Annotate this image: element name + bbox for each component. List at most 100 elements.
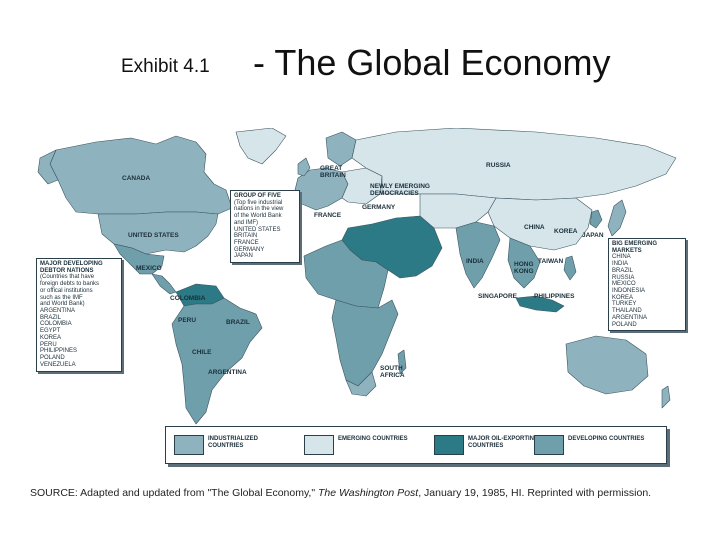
label-newly-emerging: NEWLY EMERGING DEMOCRACIES xyxy=(370,183,430,197)
region-korea xyxy=(589,209,603,229)
region-madagascar xyxy=(397,349,407,375)
region-central-asia xyxy=(419,193,497,229)
map-legend: INDUSTRIALIZED COUNTRIES EMERGING COUNTR… xyxy=(165,426,667,464)
legend-swatch xyxy=(174,435,204,455)
debtor-nations-subtext: and World Bank) xyxy=(40,301,85,308)
emerging-markets-item: POLAND xyxy=(612,321,637,328)
label-france: FRANCE xyxy=(314,212,342,219)
emerging-markets-box: BIG EMERGING MARKETS CHINA INDIA BRAZIL … xyxy=(608,238,686,332)
emerging-markets-item: THAILAND xyxy=(612,308,642,315)
region-southeast-asia xyxy=(507,237,541,289)
label-south-africa: SOUTH AFRICA xyxy=(380,365,405,379)
emerging-markets-item: TURKEY xyxy=(612,301,637,308)
label-argentina: ARGENTINA xyxy=(208,369,247,376)
world-map-shapes xyxy=(37,128,677,425)
debtor-nations-item: BRAZIL xyxy=(40,314,62,321)
label-hong-kong: HONG KONG xyxy=(514,261,534,275)
label-united-states: UNITED STATES xyxy=(128,232,179,239)
region-south-america xyxy=(171,297,263,425)
group-of-five-heading: GROUP OF FIVE xyxy=(234,193,281,199)
region-india xyxy=(455,221,501,289)
region-australia xyxy=(565,335,649,395)
legend-swatch xyxy=(534,435,564,455)
label-chile: CHILE xyxy=(192,349,212,356)
region-philippines xyxy=(563,255,577,281)
region-africa-south xyxy=(331,299,399,387)
emerging-markets-item: INDIA xyxy=(612,261,629,268)
legend-label: DEVELOPING COUNTRIES xyxy=(568,436,645,442)
source-suffix: , January 19, 1985, HI. Reprinted with p… xyxy=(418,487,652,499)
legend-item-oil-exporting: MAJOR OIL-EXPORTING COUNTRIES xyxy=(434,433,559,457)
debtor-nations-subtext: such as the IMF xyxy=(40,294,83,301)
emerging-markets-item: RUSSIA xyxy=(612,274,635,281)
label-japan: JAPAN xyxy=(582,232,604,239)
region-greenland xyxy=(235,128,287,165)
debtor-nations-item: COLOMBIA xyxy=(40,321,72,328)
region-alaska xyxy=(37,149,59,185)
emerging-markets-item: INDONESIA xyxy=(612,288,646,295)
debtor-nations-item: KOREA xyxy=(40,334,62,341)
label-peru: PERU xyxy=(178,317,197,324)
source-caption: SOURCE: Adapted and updated from "The Gl… xyxy=(30,487,651,499)
region-japan xyxy=(607,199,627,237)
emerging-markets-item: BRAZIL xyxy=(612,267,634,274)
region-great-britain xyxy=(297,157,311,177)
legend-item-industrialized: INDUSTRIALIZED COUNTRIES xyxy=(174,433,299,457)
region-central-america xyxy=(151,273,177,295)
group-of-five-subtext: and IMF) xyxy=(234,219,259,226)
label-russia: RUSSIA xyxy=(486,162,511,169)
label-india: INDIA xyxy=(466,258,484,265)
page-title: Exhibit 4.1 - The Global Economy xyxy=(0,40,720,90)
source-publication: The Washington Post xyxy=(318,487,419,499)
legend-label: INDUSTRIALIZED xyxy=(208,436,258,442)
source-prefix: SOURCE: Adapted and updated from "The Gl… xyxy=(30,487,318,499)
region-new-zealand xyxy=(661,385,671,409)
emerging-markets-item: KOREA xyxy=(612,294,634,301)
world-map: CANADA UNITED STATES MEXICO COLOMBIA PER… xyxy=(36,128,690,430)
label-philippines: PHILIPPINES xyxy=(534,293,575,300)
group-of-five-item: GERMANY xyxy=(234,246,265,253)
exhibit-label: Exhibit 4.1 xyxy=(121,56,210,77)
group-of-five-item: UNITED STATES xyxy=(234,226,281,233)
group-of-five-subtext: (Top five industrial xyxy=(234,199,283,206)
legend-item-developing: DEVELOPING COUNTRIES xyxy=(534,433,664,457)
emerging-markets-heading: MARKETS xyxy=(612,247,642,254)
group-of-five-item: BRITAIN xyxy=(234,233,258,240)
region-africa-north xyxy=(303,239,389,309)
label-colombia: COLOMBIA xyxy=(170,295,206,302)
region-mexico xyxy=(113,243,165,275)
legend-swatch xyxy=(434,435,464,455)
legend-label: EMERGING COUNTRIES xyxy=(338,436,408,442)
debtor-nations-subtext: (Countries that have xyxy=(40,274,95,281)
region-scandinavia xyxy=(325,131,357,167)
debtor-nations-subtext: foreign debts to banks xyxy=(40,281,100,288)
label-great-britain: GREAT BRITAIN xyxy=(320,165,346,179)
debtor-nations-item: VENEZUELA xyxy=(40,361,76,368)
label-canada: CANADA xyxy=(122,175,151,182)
emerging-markets-item: CHINA xyxy=(612,254,631,261)
debtor-nations-item: PERU xyxy=(40,341,57,348)
label-china: CHINA xyxy=(524,224,545,231)
legend-label: MAJOR OIL-EXPORTING xyxy=(468,436,539,442)
legend-swatch xyxy=(304,435,334,455)
legend-label: COUNTRIES xyxy=(208,443,244,450)
label-germany: GERMANY xyxy=(362,204,396,211)
debtor-nations-item: PHILIPPINES xyxy=(40,348,78,355)
debtor-nations-item: EGYPT xyxy=(40,328,61,335)
debtor-nations-heading: MAJOR DEVELOPING xyxy=(40,261,103,267)
emerging-markets-heading: BIG EMERGING xyxy=(612,241,658,247)
emerging-markets-item: ARGENTINA xyxy=(612,314,648,321)
region-indonesia xyxy=(515,295,565,313)
group-of-five-item: JAPAN xyxy=(234,253,253,260)
debtor-nations-box: MAJOR DEVELOPING DEBTOR NATIONS (Countri… xyxy=(36,258,122,372)
group-of-five-subtext: of the World Bank xyxy=(234,213,282,220)
label-korea: KOREA xyxy=(554,228,578,235)
debtor-nations-item: ARGENTINA xyxy=(40,308,76,315)
group-of-five-item: FRANCE xyxy=(234,240,259,247)
debtor-nations-item: POLAND xyxy=(40,355,65,362)
emerging-markets-item: MEXICO xyxy=(612,281,636,288)
region-russia xyxy=(351,128,677,201)
legend-item-emerging: EMERGING COUNTRIES xyxy=(304,433,429,457)
region-china xyxy=(487,197,593,251)
label-taiwan: TAIWAN xyxy=(538,258,564,265)
